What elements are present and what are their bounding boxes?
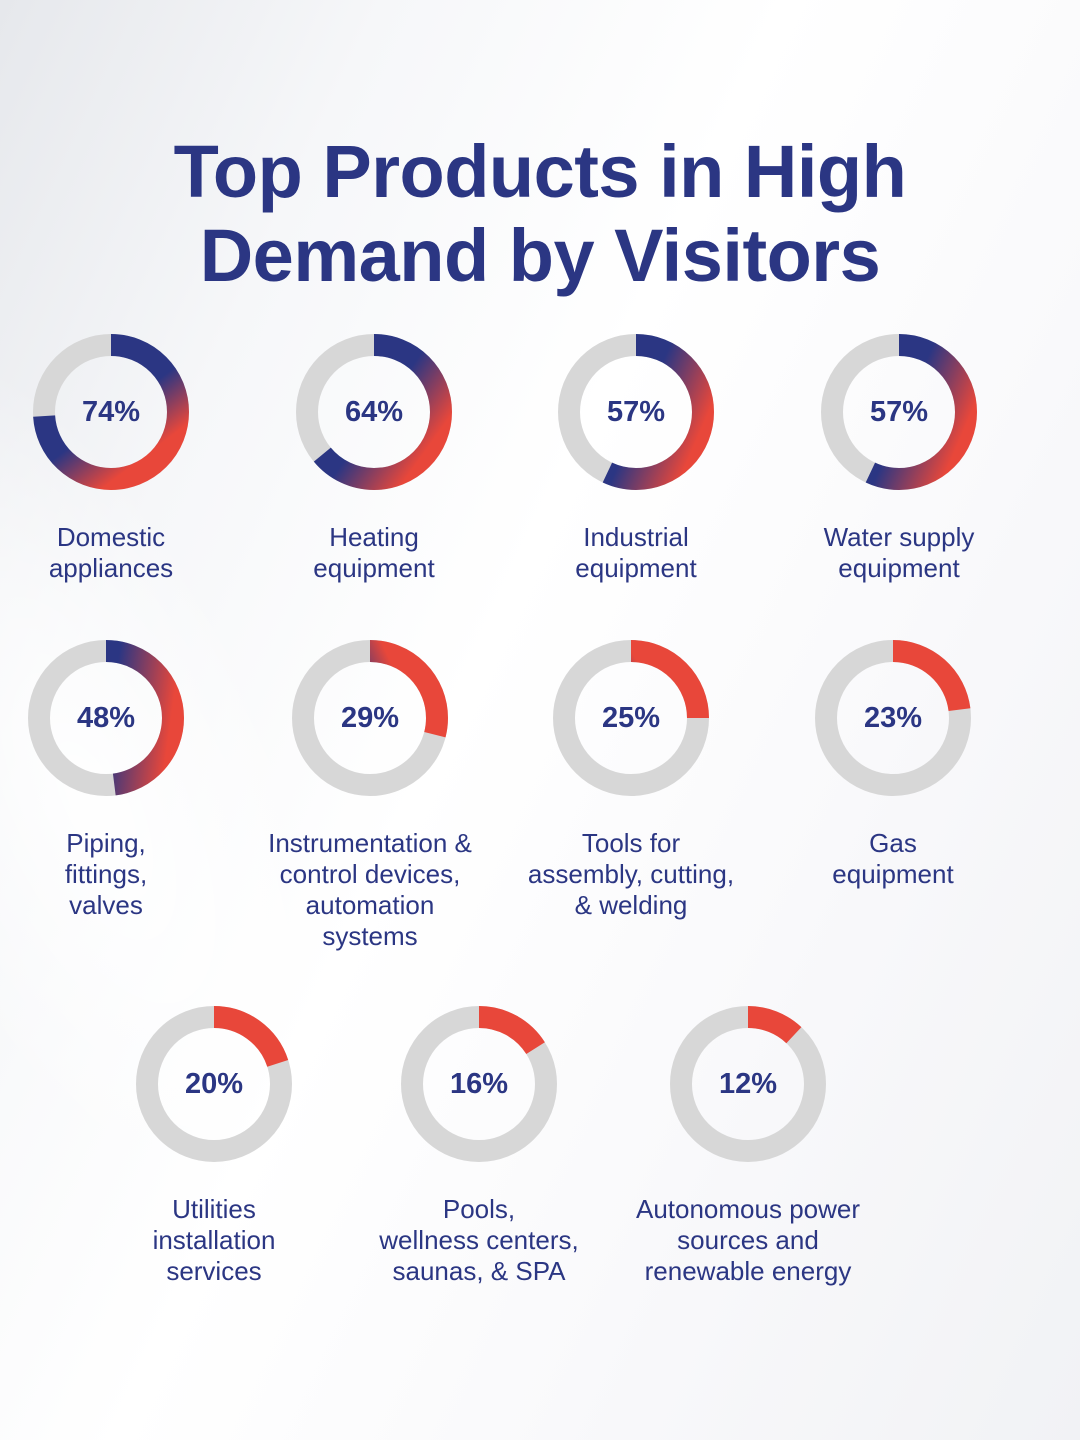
donut-category-label: Tools for assembly, cutting, & welding	[527, 828, 735, 920]
donut-chart-pools-wellness-spa	[401, 1006, 557, 1162]
donut-percent-label: 57%	[606, 396, 666, 428]
donut-category-label: Autonomous power sources and renewable e…	[635, 1194, 861, 1286]
donut-percent-label: 64%	[344, 396, 404, 428]
donut-category-label: Heating equipment	[313, 522, 435, 583]
donut-chart-heating-equipment	[296, 334, 452, 490]
donut-percent-label: 29%	[340, 702, 400, 734]
donut-category-label: Gas equipment	[832, 828, 954, 889]
donut-category-label: Piping, fittings, valves	[64, 828, 148, 920]
donut-value-arc	[136, 1006, 292, 1162]
donut-value-arc	[28, 640, 184, 796]
donut-chart-industrial-equipment	[558, 334, 714, 490]
donut-chart-instrumentation-control	[292, 640, 448, 796]
donut-chart-utilities-installation	[136, 1006, 292, 1162]
donut-percent-label: 57%	[869, 396, 929, 428]
donut-value-arc	[33, 334, 189, 490]
donut-percent-label: 25%	[601, 702, 661, 734]
donut-category-label: Domestic appliances	[48, 522, 174, 583]
donut-percent-label: 74%	[81, 396, 141, 428]
donut-percent-label: 12%	[718, 1068, 778, 1100]
donut-value-arc	[553, 640, 709, 796]
donut-category-label: Instrumentation & control devices, autom…	[268, 828, 472, 951]
donut-category-label: Industrial equipment	[575, 522, 697, 583]
donut-percent-label: 20%	[184, 1068, 244, 1100]
donut-chart-autonomous-power-renewable	[670, 1006, 826, 1162]
donut-category-label: Pools, wellness centers, saunas, & SPA	[379, 1194, 579, 1286]
donut-percent-label: 16%	[449, 1068, 509, 1100]
donut-value-arc	[296, 334, 452, 490]
donut-value-arc	[815, 640, 971, 796]
donut-chart-gas-equipment	[815, 640, 971, 796]
donut-percent-label: 48%	[76, 702, 136, 734]
donut-chart-tools-assembly-cutting-welding	[553, 640, 709, 796]
donut-value-arc	[821, 334, 977, 490]
donut-value-arc	[401, 1006, 557, 1162]
title-line-2: Demand by Visitors	[199, 214, 881, 297]
donut-chart-water-supply-equipment	[821, 334, 977, 490]
donut-chart-piping-fittings-valves	[28, 640, 184, 796]
donut-value-arc	[292, 640, 448, 796]
donut-category-label: Utilities installation services	[152, 1194, 276, 1286]
donut-value-arc	[670, 1006, 826, 1162]
title-line-1: Top Products in High	[173, 130, 907, 213]
donut-chart-domestic-appliances	[33, 334, 189, 490]
page-title: Top Products in High Demand by Visitors	[0, 130, 1080, 298]
donut-category-label: Water supply equipment	[823, 522, 975, 583]
donut-value-arc	[558, 334, 714, 490]
donut-percent-label: 23%	[863, 702, 923, 734]
